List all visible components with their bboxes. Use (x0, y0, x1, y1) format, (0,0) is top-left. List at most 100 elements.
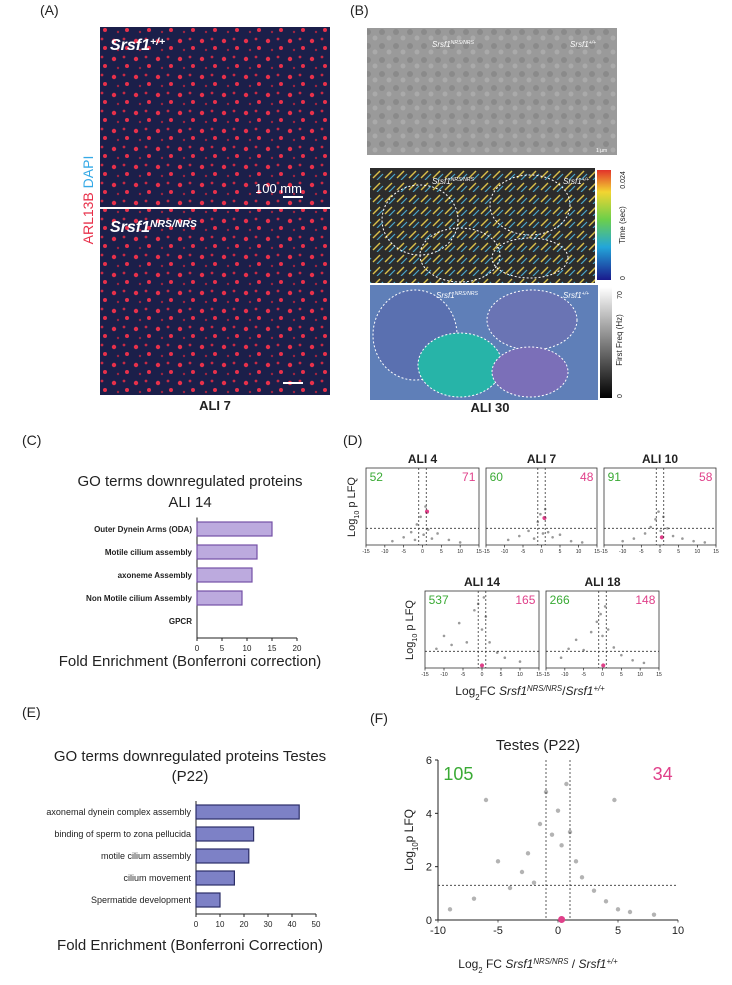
colorbar-tick: 0.024 (620, 171, 627, 189)
x-tick-label: -10 (501, 549, 508, 555)
x-tick-label: 10 (243, 644, 252, 653)
data-point (413, 538, 417, 542)
data-point (435, 647, 438, 651)
x-tick-label: 5 (559, 549, 562, 555)
x-tick-label: 30 (264, 920, 273, 929)
y-tick-label: Outer Dynein Arms (ODA) (94, 525, 192, 534)
x-tick-label: -5 (521, 549, 526, 555)
data-point (483, 797, 489, 803)
genotype-label: Srsf1+/+ (110, 37, 165, 55)
text-part: Srsf1 (563, 291, 582, 300)
data-point (458, 541, 462, 544)
text-part: Srsf1 (505, 957, 533, 971)
y-tick-label: 6 (426, 755, 432, 767)
chart-subtitle: (P22) (172, 768, 209, 785)
x-tick-label: 0 (194, 920, 199, 929)
data-point (541, 532, 545, 535)
data-point (631, 659, 634, 662)
text-part: DAPI (80, 156, 96, 193)
text-part: Srsf1 (563, 177, 582, 186)
text-part: Srsf1 (110, 37, 150, 54)
data-point (574, 638, 578, 642)
data-point (506, 538, 510, 542)
caption: ALI 7 (199, 398, 231, 413)
genotype-label: Srsf1NRS/NRS (110, 219, 197, 237)
text-part: +/+ (606, 957, 618, 966)
chart-title: ALI 10 (642, 452, 678, 466)
data-point (480, 628, 484, 631)
data-point (549, 832, 555, 837)
count-down: 266 (550, 593, 570, 607)
count-up: 34 (653, 764, 673, 784)
x-tick-label: 15 (536, 672, 542, 678)
x-tick-label: -5 (493, 925, 503, 937)
data-point (519, 869, 525, 875)
data-point (603, 605, 607, 608)
data-point (559, 843, 564, 848)
data-point (555, 808, 561, 813)
data-point (595, 620, 599, 624)
data-point (567, 647, 570, 651)
count-up: 71 (462, 470, 476, 484)
data-point (620, 653, 623, 657)
data-point (415, 523, 419, 526)
data-point (612, 797, 617, 803)
y-tick-label: axoneme Assembly (118, 571, 193, 580)
data-point (573, 859, 579, 864)
y-tick-label: 2 (426, 862, 432, 874)
data-point (612, 646, 616, 649)
chart-subtitle: ALI 14 (168, 494, 211, 511)
text-part: NRS/NRS (451, 177, 475, 183)
x-tick-label: 0 (481, 672, 484, 678)
y-tick-label: binding of sperm to zona pellucida (54, 829, 191, 839)
micrograph (100, 209, 330, 395)
x-tick-label: 5 (500, 672, 503, 678)
x-tick-label: -5 (461, 672, 466, 678)
data-point (447, 907, 453, 912)
x-tick-label: 5 (440, 549, 443, 555)
bar (196, 521, 273, 537)
x-tick-label: 5 (620, 672, 623, 678)
data-point (654, 518, 657, 521)
data-point (651, 912, 657, 917)
region-outline (417, 332, 503, 398)
bar (195, 892, 221, 908)
text-part: 10 (411, 842, 420, 851)
region-outline (486, 289, 578, 351)
data-point (426, 528, 430, 531)
data-point (569, 539, 573, 543)
genotype-label: Srsf1+/+ (563, 177, 589, 186)
data-point (542, 515, 547, 521)
x-tick-label: -15 (600, 549, 607, 555)
data-point (409, 530, 413, 534)
x-tick-label: -5 (639, 549, 644, 555)
text-part: 2 (478, 966, 482, 975)
x-tick-label: -10 (619, 549, 626, 555)
x-tick-label: 40 (288, 920, 297, 929)
count-down: 60 (490, 470, 504, 484)
x-axis-label: Fold Enrichment (Bonferroni correction) (59, 653, 322, 670)
data-point (457, 621, 461, 625)
y-axis-label: Log10p LFQ (402, 809, 420, 871)
data-point (527, 529, 530, 533)
text-part: +/+ (582, 291, 590, 297)
region-outline (491, 237, 569, 279)
x-tick-label: -10 (381, 549, 388, 555)
data-point (703, 541, 707, 544)
x-tick-label: 5 (677, 549, 680, 555)
x-tick-label: 10 (517, 672, 523, 678)
data-point (551, 536, 554, 539)
text-part: FC (483, 957, 506, 971)
data-point (546, 530, 550, 534)
text-part: 10 (353, 511, 361, 519)
count-up: 48 (580, 470, 594, 484)
data-point (482, 596, 486, 599)
data-point (447, 538, 451, 542)
x-tick-label: 20 (240, 920, 249, 929)
text-part: Srsf1 (432, 177, 451, 186)
data-point (507, 885, 513, 891)
data-point (473, 608, 476, 612)
region-outline (489, 174, 571, 236)
text-part: FC (480, 684, 499, 698)
text-part: NRS/NRS (150, 219, 197, 230)
